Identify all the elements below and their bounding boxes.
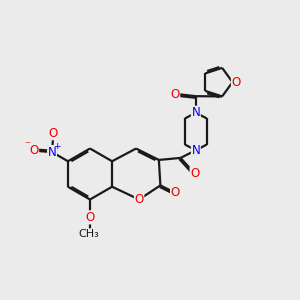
Text: CH₃: CH₃ — [78, 229, 99, 239]
Text: O: O — [49, 127, 58, 140]
Text: O: O — [190, 167, 200, 180]
Text: O: O — [171, 186, 180, 199]
Text: O: O — [29, 144, 39, 157]
Text: O: O — [232, 76, 241, 89]
Text: ⁻: ⁻ — [24, 139, 30, 152]
Text: +: + — [53, 142, 60, 151]
Text: O: O — [85, 211, 94, 224]
Text: O: O — [134, 193, 144, 206]
Text: N: N — [48, 146, 56, 159]
Text: O: O — [170, 88, 180, 100]
Text: N: N — [191, 106, 200, 119]
Text: N: N — [191, 144, 200, 157]
